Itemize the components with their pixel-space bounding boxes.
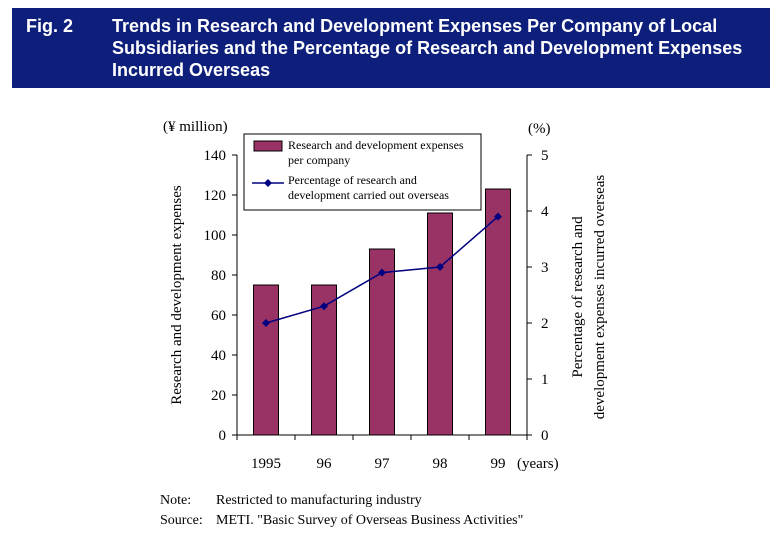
legend-line-label-line2: development carried out overseas: [288, 188, 449, 202]
right-unit-label: (%): [528, 121, 551, 137]
left-tick-label: 140: [204, 148, 227, 164]
legend-bar-label-line1: Research and development expenses: [288, 138, 464, 152]
note-label: Note:: [160, 493, 192, 508]
line-point: [494, 212, 502, 221]
bar: [253, 284, 279, 436]
left-axis-title: Research and development expenses: [169, 185, 185, 405]
left-tick-label: 20: [211, 388, 226, 404]
x-tick-label: 98: [433, 456, 448, 472]
note-text: Restricted to manufacturing industry: [216, 493, 422, 508]
right-tick-label: 4: [541, 204, 549, 220]
source-text: METI. "Basic Survey of Overseas Business…: [216, 513, 524, 528]
x-tick-label: 96: [317, 456, 333, 472]
right-axis-title-line2: development expenses incurred overseas: [592, 175, 608, 420]
legend-box: [243, 133, 482, 211]
x-tick-label: 97: [375, 456, 391, 472]
left-tick-label: 40: [211, 348, 226, 364]
figure-title-box: Fig. 2 Trends in Research and Developmen…: [12, 8, 770, 88]
bar: [485, 188, 511, 436]
left-tick-label: 80: [211, 268, 226, 284]
line-point: [262, 319, 270, 327]
left-tick-label: 60: [211, 308, 226, 324]
right-tick-label: 0: [541, 428, 549, 444]
figure-title: Trends in Research and Development Expen…: [112, 16, 743, 80]
legend-bar-swatch: [253, 140, 283, 152]
right-tick-label: 5: [541, 148, 549, 164]
note-row: Note: Restricted to manufacturing indust…: [160, 491, 523, 511]
left-tick-label: 100: [204, 228, 227, 244]
bar: [427, 212, 453, 436]
left-unit-label: (¥ million): [163, 119, 228, 135]
right-tick-label: 2: [541, 316, 549, 332]
bar: [369, 248, 395, 436]
figure-number: Fig. 2: [26, 16, 74, 36]
legend-line-label-line1: Percentage of research and: [288, 173, 417, 187]
right-tick-label: 1: [541, 372, 549, 388]
left-tick-label: 0: [219, 428, 227, 444]
right-axis-title-line1: Percentage of research and: [570, 216, 586, 378]
line-point: [436, 263, 444, 271]
line-point: [320, 302, 328, 311]
line-point: [378, 268, 386, 277]
source-row: Source: METI. "Basic Survey of Overseas …: [160, 511, 523, 531]
left-tick-label: 120: [204, 188, 227, 204]
x-tick-label: 1995: [251, 456, 281, 472]
legend-line-marker: [264, 179, 272, 187]
notes: Note: Restricted to manufacturing indust…: [160, 491, 523, 531]
x-tick-label: 99: [491, 456, 506, 472]
x-unit-label: (years): [517, 456, 559, 472]
source-label: Source:: [160, 513, 203, 528]
legend-bar-label-line2: per company: [288, 153, 350, 167]
right-tick-label: 3: [541, 260, 549, 276]
